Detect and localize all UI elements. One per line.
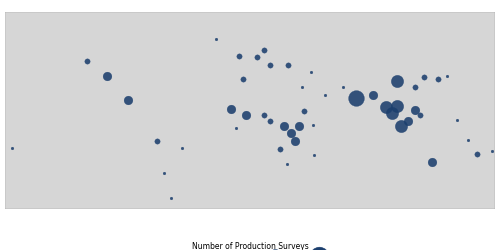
Point	[178, 146, 186, 150]
Point	[428, 160, 436, 164]
Legend: 1 - 2, 3 - 6, 7 - 10, 11 - 15, ≥16: 1 - 2, 3 - 6, 7 - 10, 11 - 15, ≥16	[156, 240, 344, 250]
Point	[338, 86, 346, 89]
Point	[239, 78, 247, 82]
Point	[160, 171, 168, 175]
Point	[266, 64, 274, 68]
Point	[404, 120, 412, 124]
Point	[235, 54, 243, 58]
Point	[434, 78, 442, 82]
Point	[416, 114, 424, 118]
Point	[453, 118, 461, 122]
Point	[291, 140, 299, 144]
Point	[420, 76, 428, 80]
Point	[295, 125, 303, 129]
Point	[388, 111, 396, 115]
Point	[82, 60, 90, 64]
Point	[266, 120, 274, 124]
Point	[300, 110, 308, 114]
Point	[287, 132, 295, 136]
Point	[260, 49, 268, 53]
Point	[154, 140, 162, 144]
Point	[393, 104, 401, 108]
Point	[474, 152, 482, 156]
Point	[298, 86, 306, 89]
Point	[253, 56, 261, 60]
Point	[227, 107, 235, 111]
Point	[124, 99, 132, 103]
Point	[393, 80, 401, 84]
Point	[167, 197, 175, 201]
Point	[410, 86, 418, 89]
Point	[352, 96, 360, 100]
Point	[212, 38, 220, 42]
Point	[103, 75, 111, 79]
Point	[8, 146, 16, 150]
Point	[242, 114, 250, 118]
Point	[410, 108, 418, 112]
Point	[321, 94, 329, 98]
Point	[368, 94, 376, 98]
Point	[382, 106, 390, 110]
Point	[280, 125, 288, 129]
Point	[310, 153, 318, 157]
Point	[232, 126, 240, 130]
Point	[260, 114, 268, 118]
Point	[276, 148, 284, 152]
Point	[444, 75, 452, 79]
Point	[464, 138, 472, 142]
Point	[488, 149, 496, 153]
Point	[283, 163, 291, 167]
Point	[308, 124, 316, 128]
Point	[307, 70, 316, 74]
Point	[284, 64, 292, 68]
Point	[397, 125, 405, 129]
